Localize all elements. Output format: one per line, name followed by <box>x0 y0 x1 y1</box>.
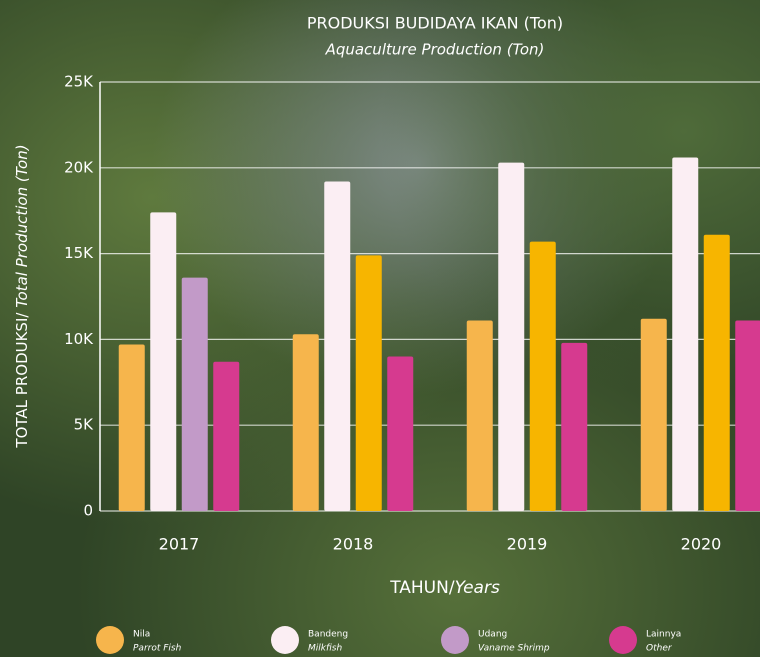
bar <box>292 334 319 511</box>
legend-label-en: Milkfish <box>308 644 342 654</box>
bar <box>529 241 556 511</box>
bar <box>150 212 177 511</box>
y-axis-label-id: TOTAL PRODUKSI/ <box>13 312 31 449</box>
y-tick-label: 15K <box>64 244 94 262</box>
bar <box>387 356 414 511</box>
y-axis-label: TOTAL PRODUKSI/ Total Production (Ton) <box>13 144 31 448</box>
legend-label-en: Parrot Fish <box>133 644 182 654</box>
x-tick-label: 2017 <box>159 535 200 554</box>
bar <box>355 255 382 511</box>
bar <box>498 162 525 512</box>
legend-label: Bandeng <box>308 630 348 640</box>
bar <box>324 181 351 511</box>
y-axis-label-en: Total Production (Ton) <box>13 144 31 307</box>
y-tick-label: 5K <box>74 416 95 434</box>
bar <box>181 277 208 511</box>
x-tick-label: 2019 <box>507 535 548 554</box>
bar <box>118 344 145 511</box>
x-tick-label: 2020 <box>681 535 722 554</box>
y-tick-label: 20K <box>64 158 94 176</box>
bar <box>640 318 667 511</box>
chart-subtitle: Aquaculture Production (Ton) <box>325 41 545 59</box>
y-tick-label: 25K <box>64 73 94 91</box>
bar <box>703 234 730 511</box>
legend-swatch <box>441 626 469 654</box>
bar <box>672 157 699 511</box>
x-tick-label: 2018 <box>333 535 374 554</box>
bar <box>561 342 588 511</box>
x-axis-label-en: Years <box>455 578 500 598</box>
legend-label-en: Other <box>646 644 673 654</box>
bar <box>213 361 240 511</box>
legend-swatch <box>609 626 637 654</box>
y-tick-label: 10K <box>64 330 94 348</box>
bar <box>735 320 760 511</box>
chart-title: PRODUKSI BUDIDAYA IKAN (Ton) <box>307 14 563 33</box>
legend-label: Nila <box>133 630 150 640</box>
legend-label: Lainnya <box>646 630 681 640</box>
legend-label: Udang <box>478 630 507 640</box>
x-axis-label: TAHUN/Years <box>389 578 500 598</box>
y-tick-label: 0 <box>83 502 93 520</box>
bar <box>466 320 493 511</box>
legend-swatch <box>96 626 124 654</box>
legend-swatch <box>271 626 299 654</box>
legend-label-en: Vaname Shrimp <box>478 644 550 654</box>
x-axis-label-id: TAHUN/ <box>389 578 455 598</box>
